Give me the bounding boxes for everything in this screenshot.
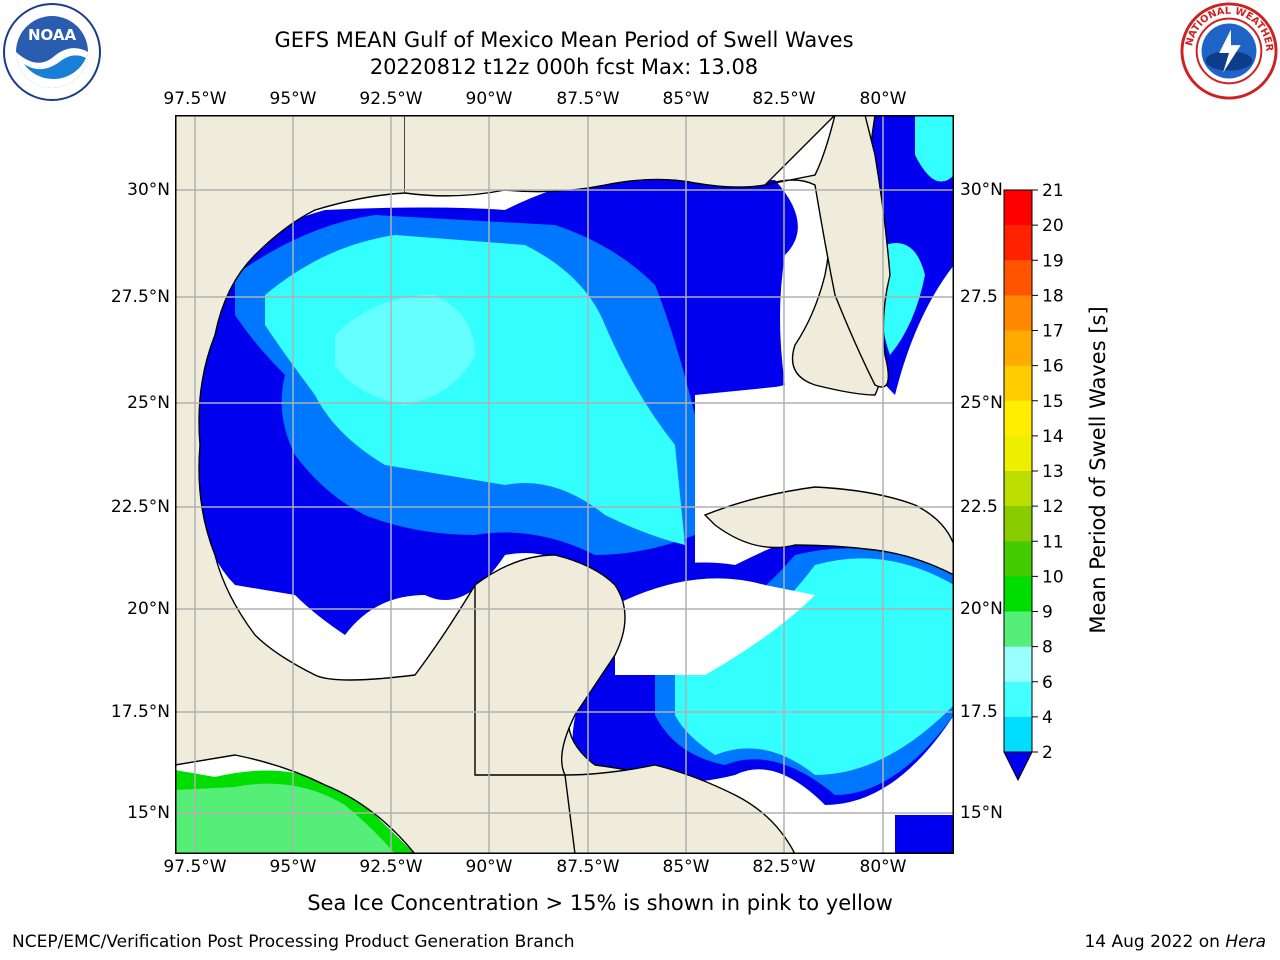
colorbar-tick-label: 14 [1042,427,1064,447]
colorbar-swatch [1004,260,1032,296]
map-border [175,115,954,854]
lon-tick-top: 85°W [662,89,710,109]
noaa-logo: NOAA [3,3,101,101]
colorbar-swatch [1004,541,1032,577]
graticule [175,115,954,854]
map-panel [175,115,954,854]
lat-tick-right: 20°N [960,599,1003,619]
colorbar-swatch [1004,576,1032,612]
colorbar-swatch [1004,611,1032,648]
lat-tick-right: 25°N [960,393,1003,413]
colorbar-tick-label: 9 [1042,603,1053,623]
lat-tick-left: 17.5°N [110,702,170,722]
colorbar-swatch [1004,190,1032,226]
lat-tick-left: 15°N [127,803,170,823]
lon-tick-bottom: 92.5°W [359,857,423,877]
map-title: GEFS MEAN Gulf of Mexico Mean Period of … [274,28,854,52]
producer-credit: NCEP/EMC/Verification Post Processing Pr… [12,932,575,952]
lon-tick-top: 90°W [465,89,513,109]
colorbar-tick-label: 17 [1042,322,1064,342]
colorbar-tick-label: 20 [1042,216,1064,236]
run-date: 14 Aug 2022 on Hera [1084,932,1266,952]
colorbar-tick-label: 18 [1042,286,1064,306]
sea-ice-note: Sea Ice Concentration > 15% is shown in … [307,891,893,915]
colorbar-tick-label: 8 [1042,638,1053,658]
colorbar-swatch [1004,295,1032,331]
colorbar-swatch [1004,506,1032,542]
colorbar-tick-label: 10 [1042,567,1064,587]
lat-tick-right: 15°N [960,803,1003,823]
lon-tick-bottom: 80°W [859,857,907,877]
lat-tick-left: 20°N [127,599,170,619]
colorbar-swatch [1004,365,1032,402]
lon-tick-bottom: 87.5°W [556,857,620,877]
lon-tick-top: 82.5°W [752,89,816,109]
colorbar-tick-label: 21 [1042,181,1064,201]
nws-logo: NATIONAL WEATHER SERVICE [1180,2,1278,100]
lat-tick-left: 22.5°N [110,497,170,517]
colorbar-tick-label: 12 [1042,497,1064,517]
lat-tick-right: 17.5 [960,702,998,722]
colorbar: 21 20 19 18 17 16 15 14 13 12 11 10 9 8 6 4 2 [1003,181,1064,782]
lat-tick-right: 22.5 [960,497,998,517]
colorbar-label: Mean Period of Swell Waves [s] [1086,306,1110,634]
colorbar-swatch [1004,225,1032,261]
colorbar-tick-label: 11 [1042,532,1064,552]
colorbar-swatch [1004,471,1032,507]
colorbar-tick-label: 13 [1042,462,1064,482]
colorbar-extend-arrow [1003,751,1033,782]
lat-tick-left: 30°N [127,180,170,200]
lon-tick-top: 92.5°W [359,89,423,109]
colorbar-tick-label: 6 [1042,673,1053,693]
lon-tick-top: 95°W [269,89,317,109]
lon-tick-top: 87.5°W [556,89,620,109]
lat-tick-left: 27.5°N [110,287,170,307]
colorbar-swatch [1004,330,1032,367]
colorbar-swatch [1004,716,1032,753]
lon-tick-bottom: 97.5°W [163,857,227,877]
colorbar-tick-label: 16 [1042,357,1064,377]
map-subtitle: 20220812 t12z 000h fcst Max: 13.08 [369,55,759,79]
colorbar-tick-label: 4 [1042,708,1053,728]
lat-tick-left: 25°N [127,393,170,413]
lon-tick-bottom: 85°W [662,857,710,877]
colorbar-swatch [1004,435,1032,472]
lon-tick-bottom: 90°W [465,857,513,877]
colorbar-tick-label: 19 [1042,251,1064,271]
colorbar-tick-label: 2 [1042,743,1053,763]
lat-tick-right: 27.5 [960,287,998,307]
lon-tick-bottom: 95°W [269,857,317,877]
swell-period-field [175,115,954,854]
colorbar-swatches [1003,189,1033,753]
svg-text:NOAA: NOAA [28,26,77,44]
colorbar-swatch [1004,646,1032,683]
host-name: Hera [1225,932,1266,952]
colorbar-swatch [1004,400,1032,437]
lon-tick-top: 80°W [859,89,907,109]
lon-tick-top: 97.5°W [163,89,227,109]
colorbar-tick-label: 15 [1042,392,1064,412]
lat-tick-right: 30°N [960,180,1003,200]
colorbar-swatch [1004,681,1032,718]
lon-tick-bottom: 82.5°W [752,857,816,877]
colorbar-ticks: 21 20 19 18 17 16 15 14 13 12 11 10 9 8 6 4 2 [1032,181,1064,763]
